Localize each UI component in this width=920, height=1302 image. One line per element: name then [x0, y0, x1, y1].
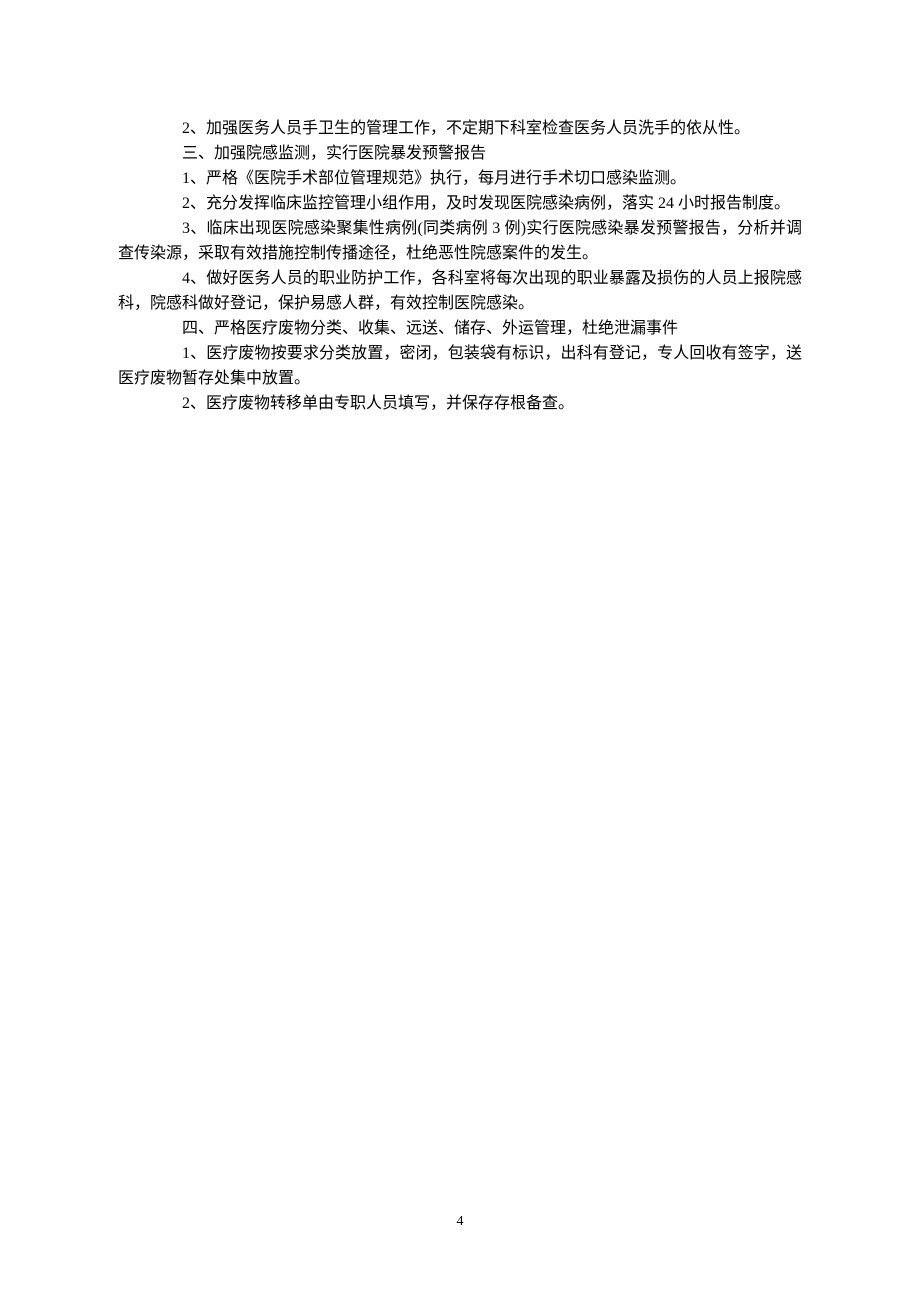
- paragraph-8: 1、医疗废物按要求分类放置，密闭，包装袋有标识，出科有登记，专人回收有签字，送医…: [118, 341, 802, 391]
- paragraph-2: 三、加强院感监测，实行医院暴发预警报告: [118, 141, 802, 166]
- page-number: 4: [0, 1214, 920, 1230]
- paragraph-6: 4、做好医务人员的职业防护工作，各科室将每次出现的职业暴露及损伤的人员上报院感科…: [118, 266, 802, 316]
- paragraph-3: 1、严格《医院手术部位管理规范》执行，每月进行手术切口感染监测。: [118, 166, 802, 191]
- paragraph-1: 2、加强医务人员手卫生的管理工作，不定期下科室检查医务人员洗手的依从性。: [118, 116, 802, 141]
- paragraph-7: 四、严格医疗废物分类、收集、远送、储存、外运管理，杜绝泄漏事件: [118, 316, 802, 341]
- paragraph-4: 2、充分发挥临床监控管理小组作用，及时发现医院感染病例，落实 24 小时报告制度…: [118, 191, 802, 216]
- page-content: 2、加强医务人员手卫生的管理工作，不定期下科室检查医务人员洗手的依从性。 三、加…: [0, 0, 920, 416]
- paragraph-5: 3、临床出现医院感染聚集性病例(同类病例 3 例)实行医院感染暴发预警报告，分析…: [118, 216, 802, 266]
- paragraph-9: 2、医疗废物转移单由专职人员填写，并保存存根备查。: [118, 391, 802, 416]
